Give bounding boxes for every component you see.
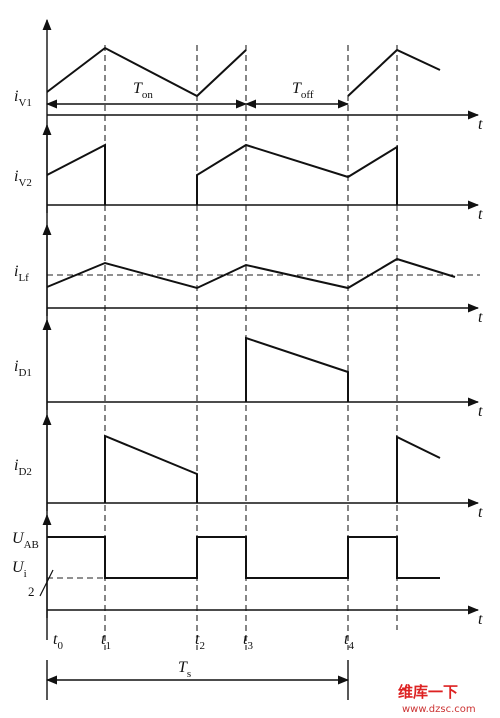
signal-label-subscript: V2 [18, 177, 31, 189]
signal-label-symbol: i [14, 168, 18, 185]
signal-label: iV1 [14, 88, 32, 109]
signal-label-subscript: V1 [18, 97, 31, 109]
signal-label-symbol: i [14, 358, 18, 375]
denominator: 2 [28, 584, 35, 599]
half-voltage-label: Ui [12, 559, 27, 580]
signal-label-subscript: D1 [18, 367, 31, 379]
signal-label: iD1 [14, 358, 32, 379]
waveforms [39, 46, 456, 597]
signal-label: iV2 [14, 168, 32, 189]
instant-label-symbol: t [344, 631, 349, 648]
interval-label-symbol: T [292, 80, 302, 97]
signal-label-symbol: i [14, 263, 18, 280]
time-label: t [478, 504, 483, 521]
instant-label-symbol: t [101, 631, 106, 648]
time-label: t [478, 403, 483, 420]
instant-label-subscript: 4 [348, 640, 354, 652]
time-label: t [478, 611, 483, 628]
instant-label: t0 [53, 631, 63, 652]
signal-label-subscript: AB [24, 539, 39, 551]
half-voltage-label-symbol: U [12, 559, 25, 576]
dashed-guides [47, 45, 480, 650]
signal-label: iD2 [14, 457, 32, 478]
instant-label-subscript: 3 [247, 640, 253, 652]
instant-label: t4 [344, 631, 354, 652]
interval-label: Ton [133, 80, 153, 101]
interval-label: Toff [292, 80, 314, 101]
signal-label: UAB [12, 530, 39, 551]
interval-label-symbol: T [133, 80, 143, 97]
instant-label-symbol: t [53, 631, 58, 648]
instant-label-subscript: 0 [57, 640, 63, 652]
instant-label: t2 [195, 631, 205, 652]
instant-label-subscript: 1 [105, 640, 111, 652]
interval-label-subscript: s [187, 668, 191, 680]
interval-label: Ts [178, 659, 191, 680]
interval-label-subscript: on [142, 89, 154, 101]
interval-label-symbol: T [178, 659, 188, 676]
signal-label-symbol: i [14, 457, 18, 474]
signal-label-subscript: D2 [18, 466, 31, 478]
watermark-url: www.dzsc.com [402, 704, 476, 715]
watermark-brand: 维库一下 [398, 683, 458, 701]
time-label: t [478, 206, 483, 223]
instant-label-symbol: t [195, 631, 200, 648]
time-label: t [478, 309, 483, 326]
instant-label-subscript: 2 [199, 640, 205, 652]
time-label: t [478, 116, 483, 133]
signal-label-subscript: Lf [18, 272, 29, 284]
interval-label-subscript: off [301, 89, 314, 101]
instant-label: t1 [101, 631, 111, 652]
signal-label: iLf [14, 263, 29, 284]
signal-label-symbol: i [14, 88, 18, 105]
instant-label-symbol: t [243, 631, 248, 648]
signal-label-symbol: U [12, 530, 25, 547]
half-voltage-label-subscript: i [24, 568, 27, 580]
instant-label: t3 [243, 631, 253, 652]
